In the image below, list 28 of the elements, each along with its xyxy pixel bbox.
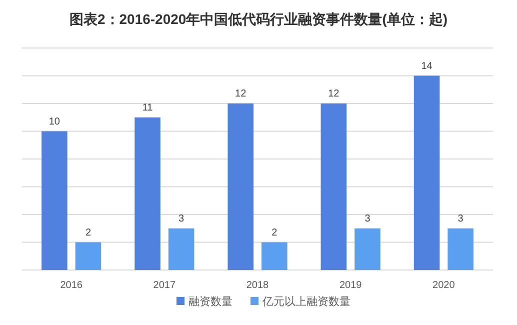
data-label: 2 (272, 227, 278, 238)
chart-title: 图表2：2016-2020年中国低代码行业融资事件数量(单位：起) (69, 11, 448, 27)
bar (42, 131, 68, 270)
data-label: 3 (178, 213, 185, 224)
legend-label: 亿元以上融资数量 (262, 295, 350, 308)
bar (75, 242, 102, 270)
x-tick-label: 2016 (60, 280, 83, 291)
legend-label: 融资数量 (188, 296, 232, 308)
data-label: 12 (328, 88, 340, 100)
data-label: 14 (421, 60, 433, 72)
bar (134, 117, 160, 270)
bar (228, 104, 254, 270)
bar (168, 228, 194, 270)
data-label: 10 (48, 116, 60, 128)
bar (354, 228, 380, 270)
data-label: 2 (85, 227, 92, 238)
data-label: 12 (235, 88, 247, 100)
data-label: 3 (364, 213, 371, 224)
x-tick-label: 2017 (153, 280, 176, 291)
x-tick-label: 2018 (246, 280, 270, 291)
data-label: 3 (458, 213, 464, 224)
data-label: 11 (142, 102, 154, 114)
x-tick-label: 2019 (339, 280, 362, 291)
bar (262, 242, 288, 270)
bar (414, 76, 440, 270)
bar (320, 104, 347, 270)
x-tick-label: 2020 (432, 280, 456, 291)
bar (448, 228, 474, 270)
